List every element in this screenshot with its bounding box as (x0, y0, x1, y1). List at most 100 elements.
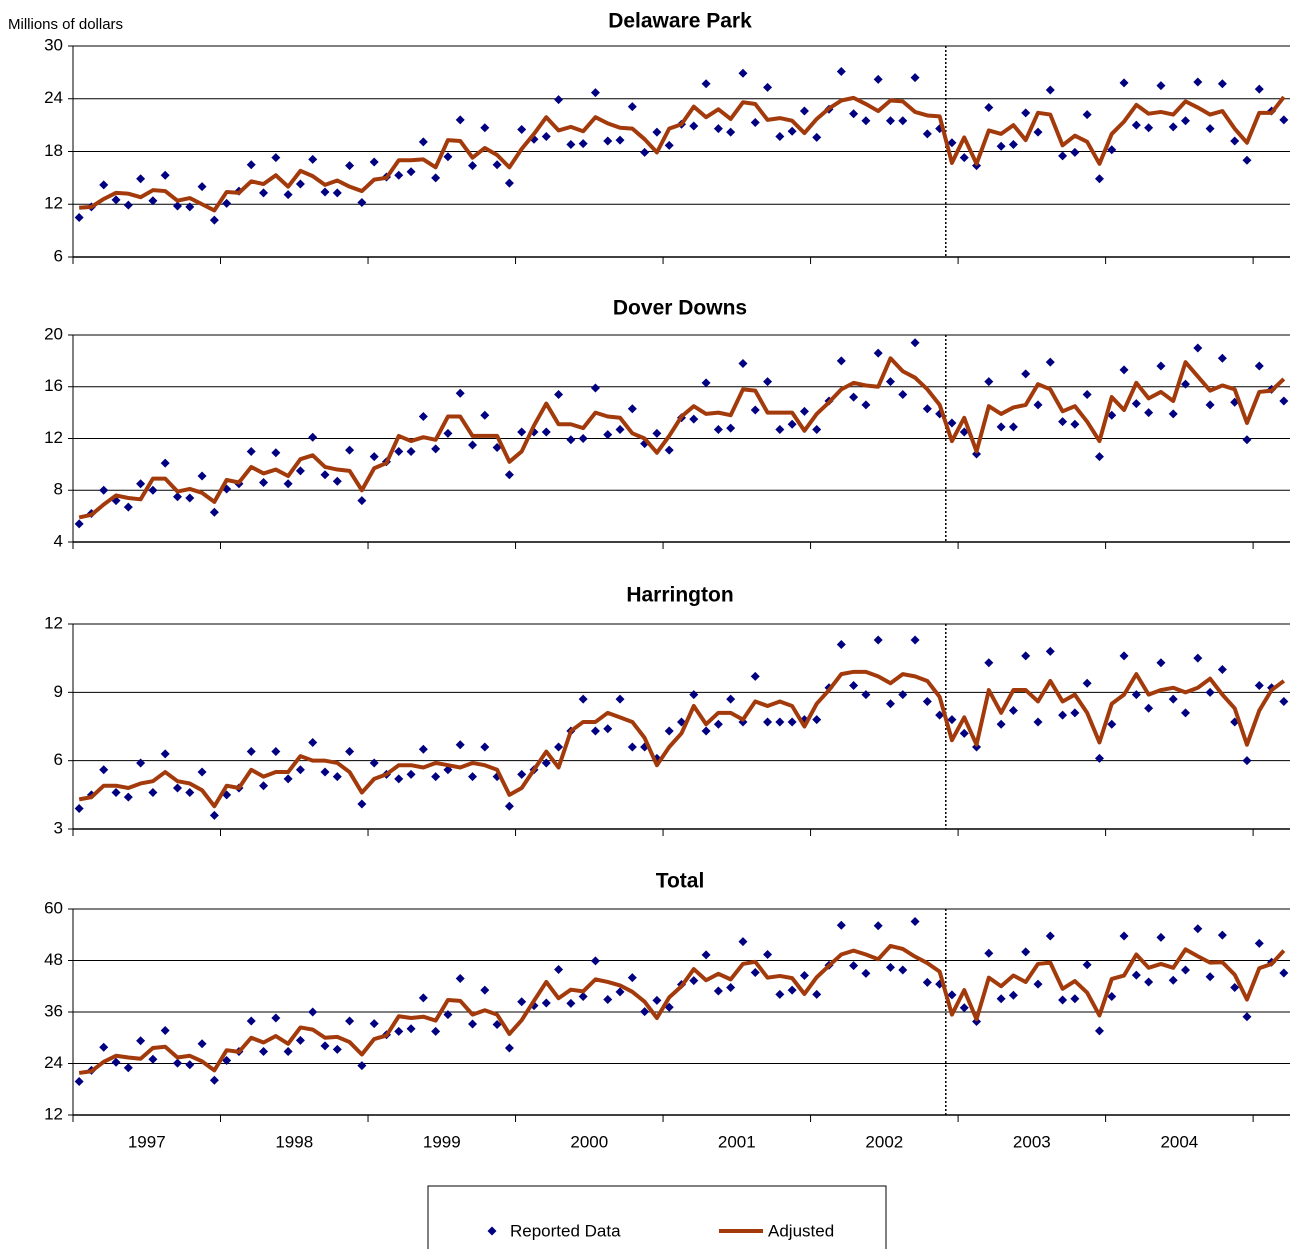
data-point (1279, 696, 1289, 706)
data-point (1156, 658, 1166, 668)
data-point (136, 758, 146, 768)
data-point (123, 1063, 133, 1073)
data-point (787, 126, 797, 136)
data-point (394, 1026, 404, 1036)
data-point (320, 187, 330, 197)
data-point (295, 179, 305, 189)
data-point (517, 769, 527, 779)
data-point (455, 740, 465, 750)
data-point (172, 1058, 182, 1068)
data-point (1156, 932, 1166, 942)
data-point (541, 132, 551, 142)
y-tick-label: 18 (44, 141, 63, 160)
y-tick-label: 60 (44, 898, 63, 917)
data-point (332, 188, 342, 198)
data-point (775, 132, 785, 142)
data-point (308, 432, 318, 442)
data-point (775, 717, 785, 727)
data-point (99, 765, 109, 775)
data-point (480, 985, 490, 995)
data-point (1045, 85, 1055, 95)
data-point (443, 428, 453, 438)
data-point (996, 141, 1006, 151)
data-point (603, 136, 613, 146)
data-point (554, 742, 564, 752)
data-point (1033, 127, 1043, 137)
data-point (750, 405, 760, 415)
data-point (345, 161, 355, 171)
data-point (209, 215, 219, 225)
data-point (99, 485, 109, 495)
data-point (431, 444, 441, 454)
data-point (836, 66, 846, 76)
data-point (898, 965, 908, 975)
data-point (763, 82, 773, 92)
data-point (541, 758, 551, 768)
data-point (492, 443, 502, 453)
data-point (885, 377, 895, 387)
data-point (185, 493, 195, 503)
data-point (1119, 78, 1129, 88)
data-point (1254, 84, 1264, 94)
data-point (738, 937, 748, 947)
data-point (185, 1060, 195, 1070)
data-point (812, 989, 822, 999)
data-point (972, 449, 982, 459)
data-point (172, 201, 182, 211)
data-point (984, 103, 994, 113)
data-point (849, 392, 859, 402)
data-point (1181, 965, 1191, 975)
x-tick-label: 2001 (718, 1132, 756, 1151)
data-point (578, 992, 588, 1002)
data-point (1279, 968, 1289, 978)
data-point (1205, 124, 1215, 134)
data-point (308, 1007, 318, 1017)
data-point (959, 728, 969, 738)
data-point (418, 744, 428, 754)
data-point (136, 174, 146, 184)
legend-label: Adjusted (768, 1221, 834, 1240)
data-point (812, 132, 822, 142)
data-point (320, 470, 330, 480)
data-point (885, 116, 895, 126)
data-point (369, 758, 379, 768)
y-tick-label: 12 (44, 613, 63, 632)
data-point (689, 690, 699, 700)
y-axis-label: Millions of dollars (8, 16, 123, 33)
data-point (652, 995, 662, 1005)
data-point (517, 427, 527, 437)
data-point (369, 452, 379, 462)
data-point (1254, 361, 1264, 371)
data-point (148, 196, 158, 206)
data-point (603, 995, 613, 1005)
data-point (222, 1055, 232, 1065)
chart-title: Total (656, 870, 705, 893)
data-point (1181, 116, 1191, 126)
data-point (394, 170, 404, 180)
data-point (246, 160, 256, 170)
data-point (996, 994, 1006, 1004)
x-tick-label: 2002 (865, 1132, 903, 1151)
data-point (160, 1025, 170, 1035)
data-point (283, 774, 293, 784)
data-point (1082, 110, 1092, 120)
y-tick-label: 3 (54, 818, 63, 837)
data-point (1082, 678, 1092, 688)
data-point (1168, 409, 1178, 419)
y-tick-label: 9 (54, 682, 63, 701)
data-point (160, 170, 170, 180)
data-point (1217, 79, 1227, 89)
data-point (283, 190, 293, 200)
data-point (812, 424, 822, 434)
data-point (517, 125, 527, 135)
data-point (431, 173, 441, 183)
data-point (799, 106, 809, 116)
data-point (1230, 136, 1240, 146)
data-point (972, 1016, 982, 1026)
data-point (627, 404, 637, 414)
data-point (1058, 710, 1068, 720)
data-point (1205, 687, 1215, 697)
data-point (726, 423, 736, 433)
data-point (849, 961, 859, 971)
